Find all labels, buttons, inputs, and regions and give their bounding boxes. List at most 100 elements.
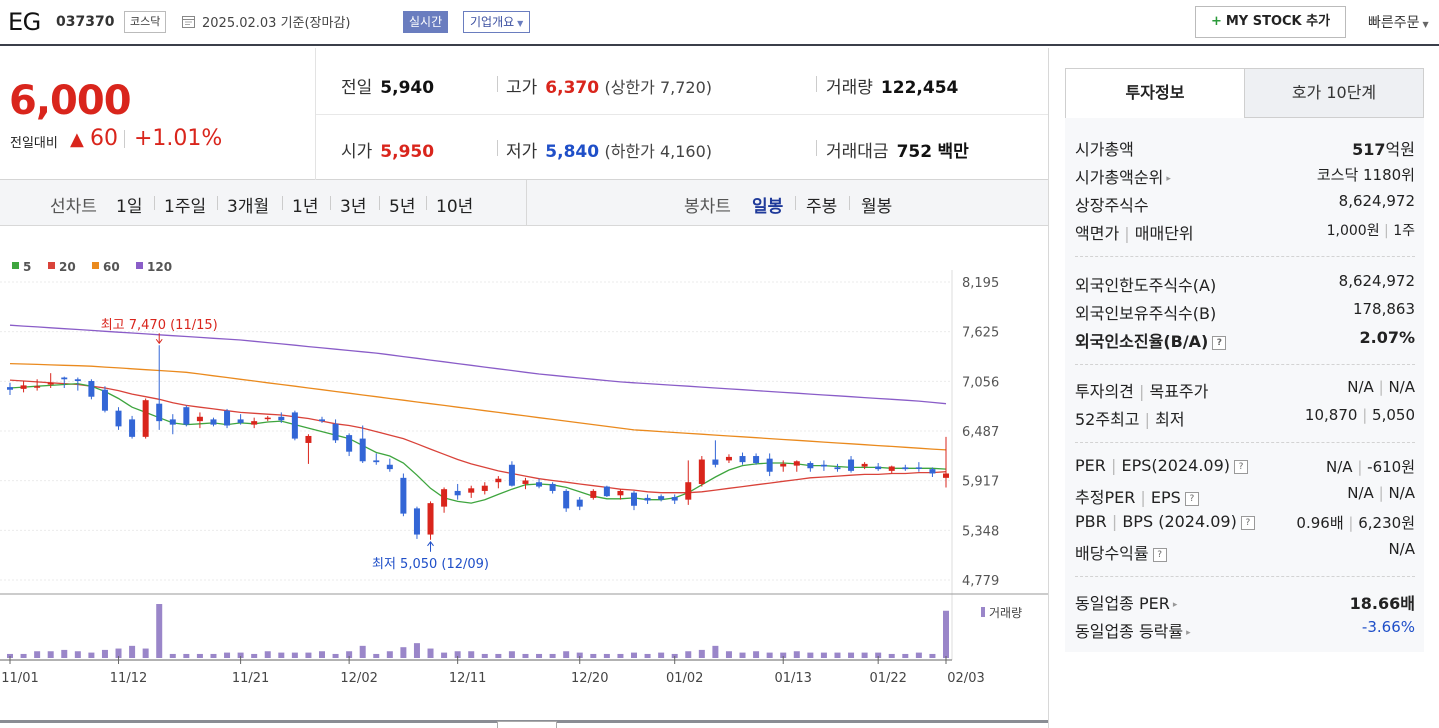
candle-body [7, 387, 13, 390]
mystock-add-button[interactable]: + MY STOCK 추가 [1195, 6, 1346, 38]
volume-bar [915, 652, 922, 658]
volume-bar [902, 653, 909, 658]
per-label: PER [1075, 456, 1106, 475]
realtime-button[interactable]: 실시간 [403, 11, 449, 33]
help-icon[interactable]: ? [1234, 459, 1249, 474]
row-label: PBR | BPS (2024.09)? [1075, 512, 1255, 531]
period-1d[interactable]: 1일 [116, 197, 143, 217]
candle-weekly[interactable]: 주봉 [806, 197, 838, 217]
candle-body [603, 486, 610, 497]
divider [379, 196, 380, 210]
high-label: 고가 [506, 78, 538, 98]
volume-bar [671, 653, 678, 658]
candle-body [549, 483, 556, 491]
volume-bar [780, 652, 787, 658]
volume-bar [156, 604, 163, 658]
sector-per-row[interactable]: 동일업종 PER ▸ 18.66배 [1075, 590, 1415, 614]
volume-bar [875, 652, 882, 658]
period-1w[interactable]: 1주일 [164, 197, 207, 217]
market-cap-row: 시가총액 517억원 [1075, 136, 1415, 160]
foreign-hold-row: 외국인보유주식수(B) 178,863 [1075, 300, 1415, 324]
divider [330, 196, 331, 210]
candle-body [508, 464, 515, 486]
candle-body [943, 473, 949, 478]
x-tick-label: 11/01 [1, 671, 38, 686]
row-label: 외국인한도주식수(A) [1075, 276, 1217, 295]
quick-order-button[interactable]: 빠른주문 ▼ [1368, 12, 1429, 32]
volume-bar [373, 653, 380, 658]
market-cap-value: 517 [1352, 140, 1386, 159]
volume-bar [224, 652, 231, 658]
legend-label: 5 [23, 260, 31, 274]
candle-body [848, 459, 855, 471]
candle-body [861, 463, 868, 467]
chart-tab-handle[interactable] [497, 721, 557, 728]
row-label: 시가총액순위 ▸ [1075, 164, 1171, 188]
target-price-label: 목표주가 [1149, 382, 1209, 401]
stock-chart[interactable]: 5 20 60 120 8,195 7,625 7,056 6,487 5,917 5,348 4,… [0, 226, 1048, 720]
prev-label: 전일 [341, 78, 373, 98]
volume-bar [34, 651, 41, 658]
help-icon[interactable]: ? [1240, 515, 1255, 530]
tab-investment-info[interactable]: 투자정보 [1065, 68, 1245, 118]
eps-label: EPS(2024.09) [1121, 456, 1231, 475]
candle-body [74, 379, 81, 382]
candle-body [373, 460, 380, 463]
candle-body [563, 490, 570, 509]
candle-body [915, 467, 922, 469]
candle-body [793, 461, 800, 466]
volume-bar [617, 653, 624, 658]
corp-info-dropdown[interactable]: 기업개요 ▼ [463, 11, 531, 33]
divider [154, 196, 155, 210]
candle-body [169, 419, 176, 425]
divider [1075, 576, 1415, 577]
candle-monthly[interactable]: 월봉 [861, 197, 893, 217]
candle-daily[interactable]: 일봉 [752, 197, 784, 217]
divider [816, 140, 817, 156]
divider [124, 130, 125, 148]
volume-label: 거래량 [826, 78, 873, 98]
row-value: -3.66% [1361, 618, 1415, 636]
divider [816, 76, 817, 92]
candle-body [20, 385, 27, 389]
low-price: 저가 5,840 (하한가 4,160) [506, 137, 712, 162]
market-cap-rank-row[interactable]: 시가총액순위 ▸ 코스닥 1180위 [1075, 164, 1415, 188]
period-5y[interactable]: 5년 [389, 197, 416, 217]
y-tick-label: 6,487 [962, 425, 999, 440]
legend-swatch [48, 262, 55, 269]
change-rate: +1.01% [134, 126, 223, 151]
candle-body [685, 482, 692, 500]
help-icon[interactable]: ? [1212, 335, 1227, 350]
change-value: 60 [90, 126, 118, 151]
chevron-right-icon: ▸ [1172, 599, 1178, 610]
volume: 거래량 122,454 [826, 73, 958, 98]
row-label: 배당수익률? [1075, 540, 1167, 564]
period-1y[interactable]: 1년 [292, 197, 319, 217]
period-3y[interactable]: 3년 [340, 197, 367, 217]
volume-bar [712, 645, 719, 658]
row-label: 52주최고 | 최저 [1075, 410, 1185, 429]
volume-bar [766, 652, 773, 658]
week52-high-value: 10,870 [1304, 406, 1358, 424]
tab-orderbook[interactable]: 호가 10단계 [1244, 68, 1424, 118]
row-value: 18.66배 [1349, 594, 1415, 613]
legend-label: 60 [103, 260, 120, 274]
pbr-label: PBR [1075, 512, 1107, 531]
help-icon[interactable]: ? [1152, 547, 1167, 562]
period-3m[interactable]: 3개월 [227, 197, 270, 217]
help-icon[interactable]: ? [1184, 491, 1199, 506]
volume-bar [359, 645, 366, 658]
period-10y[interactable]: 10년 [436, 197, 474, 217]
candle-body [671, 497, 678, 501]
est-eps-value: N/A [1388, 484, 1415, 502]
sector-change-row[interactable]: 동일업종 등락률 ▸ -3.66% [1075, 618, 1415, 642]
candle-body [644, 497, 651, 501]
volume-bar [929, 653, 936, 658]
candle-body [427, 503, 434, 535]
x-tick-label: 11/21 [232, 671, 269, 686]
caret-down-icon: ▼ [1422, 20, 1429, 29]
divider [526, 180, 527, 226]
candle-body [725, 456, 732, 461]
dividend-label: 배당수익률 [1075, 544, 1149, 563]
opinion-label: 투자의견 [1075, 382, 1134, 401]
